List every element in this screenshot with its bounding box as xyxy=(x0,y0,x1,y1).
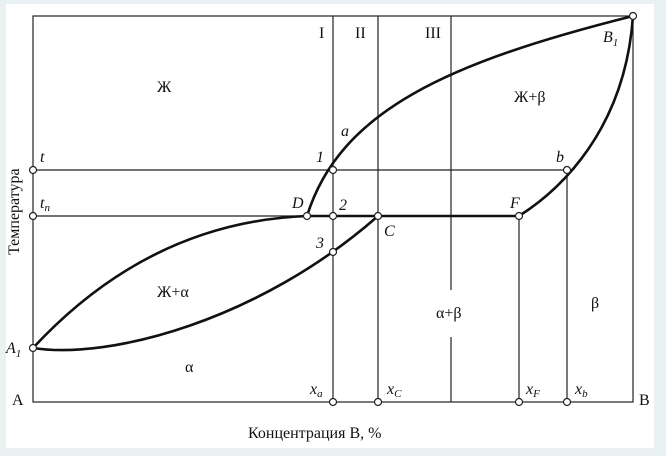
label-tp: tп xyxy=(40,195,50,214)
label-II: II xyxy=(355,25,366,42)
point-3 xyxy=(328,247,338,257)
label-A: A xyxy=(12,392,24,409)
label-xC-sub: C xyxy=(394,388,402,400)
region-alpha: α xyxy=(185,359,194,376)
label-xb-main: x xyxy=(574,381,582,398)
label-B1-main: B xyxy=(603,29,613,46)
point-C xyxy=(373,211,383,221)
label-tp-main: t xyxy=(40,195,45,212)
label-xC: xC xyxy=(386,381,402,400)
region-liquid: Ж xyxy=(157,79,172,96)
label-A1-main: A xyxy=(5,340,16,357)
label-a: a xyxy=(341,123,349,140)
point-tp xyxy=(28,211,38,221)
diagram-background xyxy=(6,4,654,448)
label-3: 3 xyxy=(315,235,324,252)
label-1: 1 xyxy=(316,149,324,166)
liquidus-A1-D xyxy=(32,214,308,349)
label-xa: xa xyxy=(309,381,323,400)
label-I: I xyxy=(319,25,324,42)
label-b: b xyxy=(556,149,564,166)
solidus-A1-C xyxy=(32,215,379,352)
label-F: F xyxy=(509,195,520,212)
point-xF xyxy=(514,397,524,407)
label-B1-sub: 1 xyxy=(613,37,619,49)
point-xC xyxy=(373,397,383,407)
label-xa-sub: a xyxy=(317,388,323,400)
label-C: C xyxy=(384,223,395,240)
label-xa-main: x xyxy=(309,381,317,398)
label-D: D xyxy=(291,195,304,212)
point-t xyxy=(28,165,38,175)
label-t: t xyxy=(40,149,45,166)
point-xb xyxy=(562,397,572,407)
label-xb: xb xyxy=(574,381,588,400)
label-A1: A1 xyxy=(5,340,21,360)
solidus-F-B1 xyxy=(518,15,635,218)
region-liquid-alpha: Ж+α xyxy=(157,284,189,301)
point-F xyxy=(514,211,524,221)
liquidus-D-B1 xyxy=(305,14,634,217)
label-A1-sub: 1 xyxy=(16,348,22,360)
label-xb-sub: b xyxy=(582,388,588,400)
point-b xyxy=(562,165,572,175)
region-beta: β xyxy=(591,295,599,312)
point-B1 xyxy=(628,11,638,21)
region-liquid-beta: Ж+β xyxy=(514,89,546,106)
label-B: B xyxy=(639,392,650,409)
label-tp-sub: п xyxy=(44,202,50,214)
label-xF-main: x xyxy=(525,381,533,398)
x-axis-label: Концентрация B, % xyxy=(248,425,381,442)
point-1 xyxy=(328,165,338,175)
y-axis-label: Температура xyxy=(6,168,23,255)
point-A1 xyxy=(28,343,38,353)
label-B1: B1 xyxy=(603,29,618,49)
label-xF-sub: F xyxy=(532,388,540,400)
label-xC-main: x xyxy=(386,381,394,398)
point-2 xyxy=(328,211,338,221)
label-xF: xF xyxy=(525,381,540,400)
point-xa xyxy=(328,397,338,407)
region-alpha-beta: α+β xyxy=(436,305,462,322)
label-2: 2 xyxy=(339,197,347,214)
label-III: III xyxy=(425,25,441,42)
point-D xyxy=(302,211,312,221)
